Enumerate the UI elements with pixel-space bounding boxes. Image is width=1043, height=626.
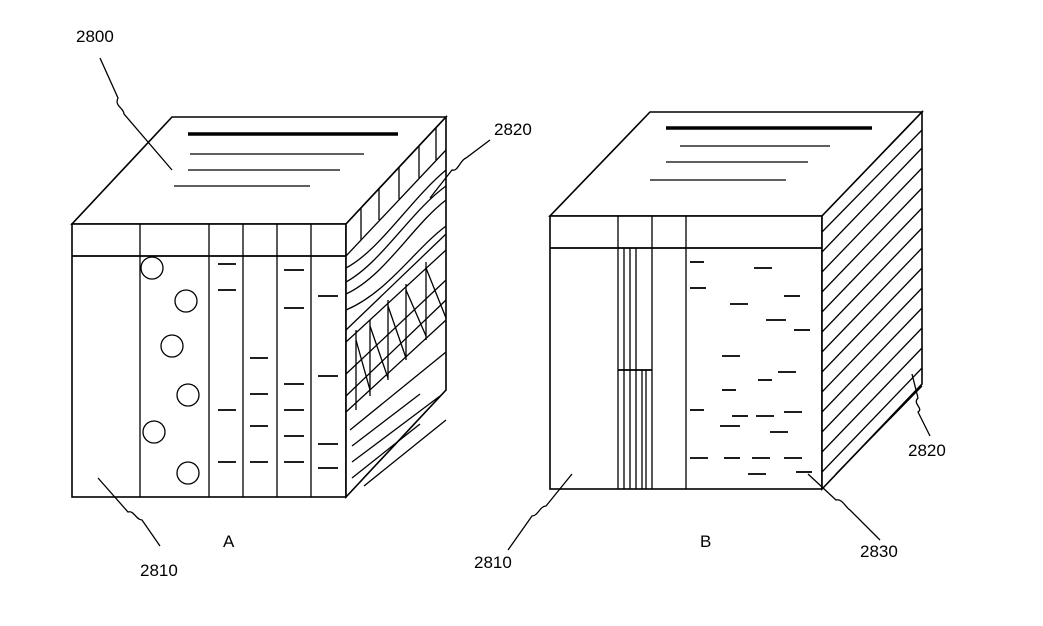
panel-label-a: A (223, 532, 235, 551)
label-2830: 2830 (860, 542, 898, 561)
label-2820-b: 2820 (908, 441, 946, 460)
leader-2830 (808, 474, 880, 540)
cube-a (72, 117, 446, 497)
leader-2810-b (508, 474, 572, 550)
label-2800: 2800 (76, 27, 114, 46)
panel-label-b: B (700, 532, 711, 551)
cube-b (550, 112, 922, 489)
label-2810-b: 2810 (474, 553, 512, 572)
label-2810-a: 2810 (140, 561, 178, 580)
label-2820-a: 2820 (494, 120, 532, 139)
